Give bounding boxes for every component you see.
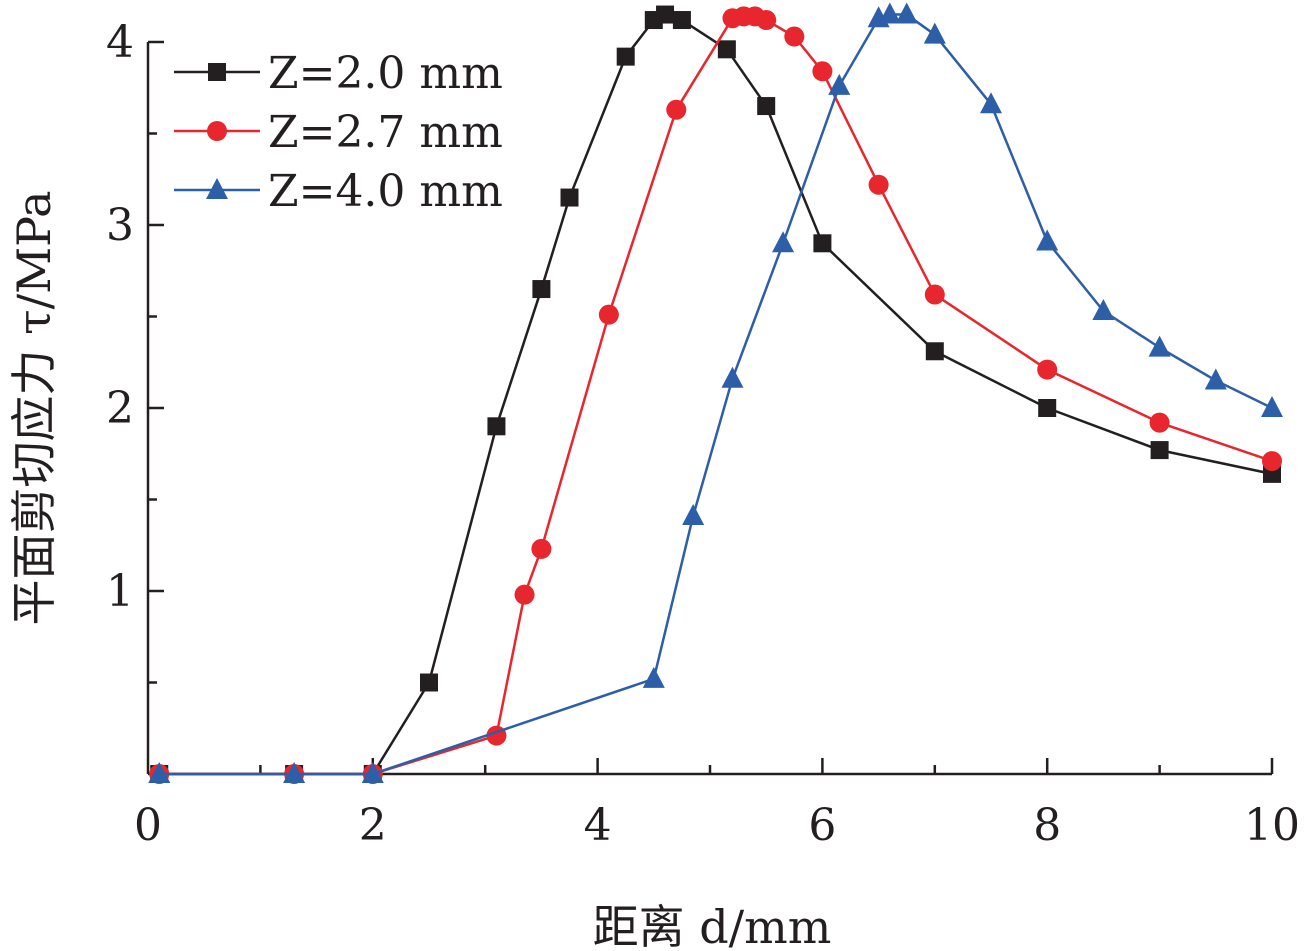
x-tick-label: 0: [134, 800, 162, 851]
data-point: [283, 762, 306, 783]
data-point: [812, 61, 833, 82]
series-layer: [148, 2, 1283, 784]
data-point: [1037, 359, 1058, 380]
data-point: [148, 762, 171, 783]
y-axis-title: 平面剪切应力 τ/MPa: [7, 191, 61, 626]
data-point: [756, 10, 777, 31]
data-point: [656, 5, 675, 24]
data-point: [487, 417, 506, 436]
data-point: [1038, 399, 1057, 417]
y-tick-label: 3: [106, 200, 134, 251]
data-point: [813, 234, 832, 253]
series-1: [150, 5, 1281, 783]
x-tick-label: 2: [359, 800, 387, 851]
data-point: [923, 22, 946, 44]
data-point: [828, 73, 851, 95]
data-point: [682, 503, 705, 525]
y-tick-label: 2: [106, 383, 134, 434]
data-point: [924, 284, 945, 305]
data-point: [361, 762, 384, 783]
legend-label: Z=2.7 mm: [268, 107, 503, 158]
data-point: [878, 2, 901, 24]
x-ticks: 0 2 4 6 8 10: [134, 758, 1300, 851]
data-point: [420, 673, 438, 692]
data-point: [514, 584, 535, 605]
data-point: [1150, 441, 1169, 460]
data-point: [1204, 368, 1227, 390]
data-point: [784, 26, 805, 47]
x-tick-label: 4: [584, 800, 612, 851]
data-point: [642, 666, 665, 688]
legend-item: Z=2.7 mm: [174, 107, 503, 158]
y-ticks: 1 2 3 4: [106, 17, 164, 684]
data-point: [757, 97, 776, 116]
data-point: [868, 174, 889, 195]
legend-label: Z=2.0 mm: [268, 48, 503, 99]
data-point: [1149, 412, 1170, 433]
data-point: [532, 280, 551, 299]
data-point: [1036, 229, 1059, 251]
data-point: [616, 47, 635, 66]
y-tick-label: 1: [106, 566, 134, 617]
x-tick-label: 6: [808, 800, 836, 851]
data-point: [672, 11, 691, 30]
legend-marker: [208, 63, 226, 81]
x-tick-label: 8: [1033, 800, 1061, 851]
data-point: [1148, 335, 1171, 357]
data-point: [560, 188, 579, 207]
legend-marker: [206, 178, 228, 199]
data-point: [531, 538, 552, 559]
data-point: [721, 366, 744, 388]
data-point: [980, 92, 1002, 114]
x-axis-title: 距离 d/mm: [593, 900, 832, 951]
data-point: [598, 304, 619, 325]
data-point: [1261, 396, 1283, 417]
data-point: [895, 2, 918, 24]
legend-item: Z=2.0 mm: [174, 48, 503, 99]
data-point: [666, 99, 687, 120]
data-point: [1262, 451, 1282, 472]
y-tick-label: 4: [106, 17, 134, 68]
data-point: [717, 40, 736, 59]
data-point: [1092, 299, 1115, 321]
data-point: [925, 342, 944, 361]
data-point: [772, 231, 795, 253]
legend-label: Z=4.0 mm: [268, 166, 503, 217]
legend: Z=2.0 mm Z=2.7 mm Z=4.0 mm: [174, 48, 503, 217]
series-3: [148, 2, 1283, 783]
legend-marker: [207, 121, 227, 141]
legend-item: Z=4.0 mm: [174, 166, 503, 217]
x-tick-label: 10: [1244, 800, 1300, 851]
